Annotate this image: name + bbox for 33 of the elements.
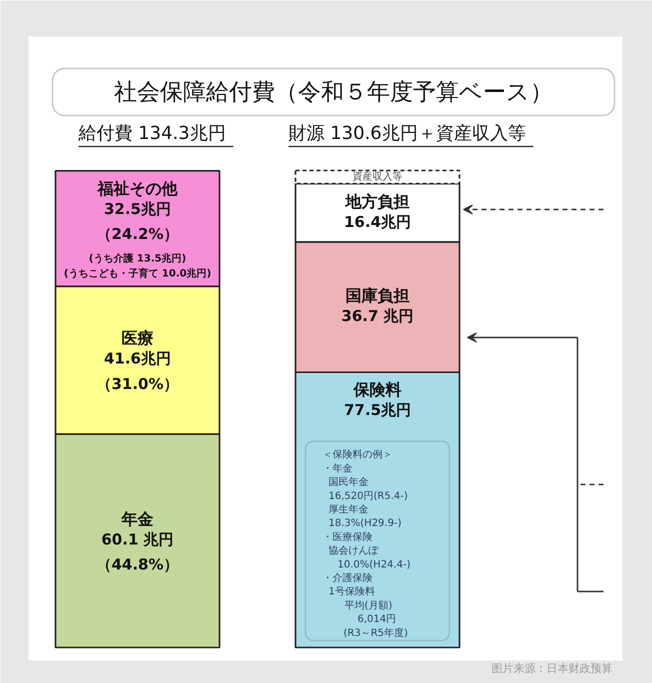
series-label: 国庫負担 [346,286,410,306]
chart-title: 社会保障給付費（令和５年度予算ベース） [114,80,553,106]
annotation: 国民年金 [328,476,368,488]
annotation: 10.0%(H24.4-) [338,559,411,570]
data-label: 36.7 兆円 [341,307,414,326]
data-label: 32.5兆円（24.2%） [96,200,179,244]
annotation: 協会けんぽ [328,544,380,557]
annotation: ・介護保険 [322,572,372,584]
annotation: 6,014円 [358,614,396,626]
series-label: 年金 [120,509,154,528]
annotation: ・医療保険 [322,530,372,543]
series-label: 福祉その他 [96,178,178,198]
series-label: 保険料 [352,380,402,400]
annotation: (R3～R5年度) [344,626,408,639]
annotation: 18.3%(H29.9-) [328,518,402,530]
data-label: 77.5兆円 [344,401,412,420]
x-tick-label: 財源 130.6兆円＋資産収入等 [288,123,526,144]
data-label: 16.4兆円 [344,212,412,231]
annotation: ・年金 [322,462,352,474]
annotation: 1号保険料 [328,586,375,598]
data-label: 60.1 兆円（44.8%） [96,530,179,574]
annotation: (うちこども・子育て 10.0兆円) [64,267,212,280]
series-label: 資産収入等 [352,170,402,183]
annotation: 16,520円(R5.4-) [328,490,408,502]
data-label: 41.6兆円（31.0%） [96,350,179,393]
annotation: (うち介護 13.5兆円) [88,252,186,264]
text: 图片来源：日本财政预算 [492,662,612,675]
annotation: ＜保険料の例＞ [322,448,392,461]
annotation: 平均(月額) [344,599,392,612]
x-tick-label: 給付費 134.3兆円 [78,123,226,144]
series-label: 地方負担 [344,192,410,211]
annotation: 厚生年金 [328,504,368,516]
series-label: 医療 [122,328,154,348]
